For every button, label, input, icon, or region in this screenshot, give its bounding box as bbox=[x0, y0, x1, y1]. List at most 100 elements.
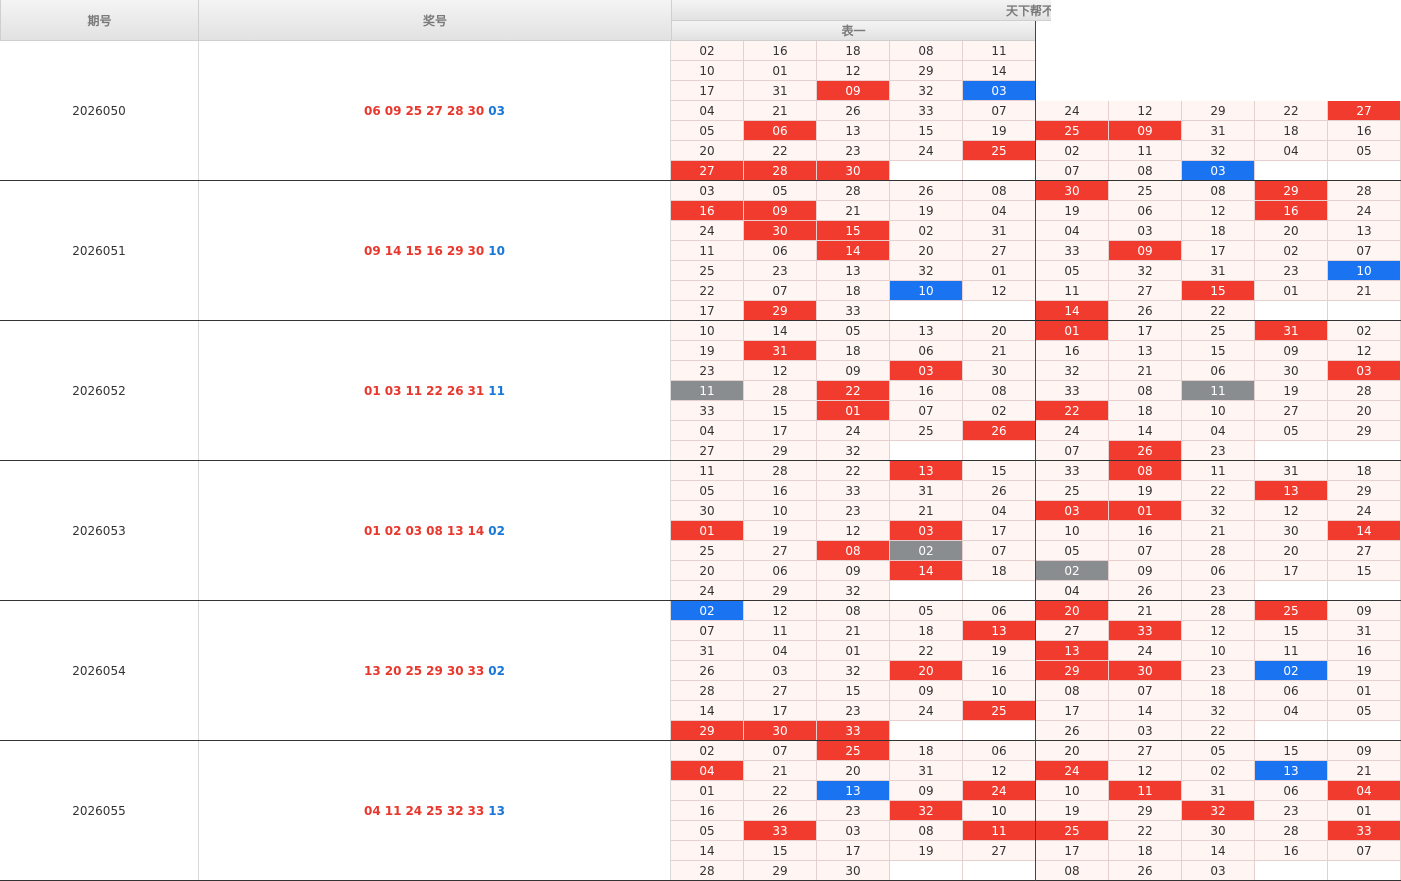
table2-cell: 33 bbox=[1328, 821, 1401, 841]
table2-cell: 27 bbox=[1036, 621, 1109, 641]
table2-cell bbox=[1255, 581, 1328, 601]
red-ball: 01 bbox=[364, 384, 381, 398]
table2-cell: 24 bbox=[1328, 501, 1401, 521]
table1-cell: 18 bbox=[890, 621, 963, 641]
table2-cell: 28 bbox=[1182, 601, 1255, 621]
table1-cell: 08 bbox=[963, 381, 1036, 401]
table2-cell: 32 bbox=[1036, 361, 1109, 381]
table1-cell: 30 bbox=[817, 861, 890, 881]
table1-cell: 22 bbox=[817, 461, 890, 481]
table1-cell: 09 bbox=[817, 81, 890, 101]
table1-cell: 20 bbox=[890, 661, 963, 681]
table2-cell: 14 bbox=[1036, 301, 1109, 321]
blue-ball: 11 bbox=[488, 384, 505, 398]
table1-cell: 10 bbox=[963, 681, 1036, 701]
red-ball: 30 bbox=[467, 244, 485, 258]
table2-cell: 33 bbox=[1036, 461, 1109, 481]
table2-cell: 30 bbox=[1109, 661, 1182, 681]
table1-cell bbox=[963, 581, 1036, 601]
blue-ball: 10 bbox=[488, 244, 505, 258]
table2-cell: 08 bbox=[1036, 681, 1109, 701]
table2-cell: 30 bbox=[1255, 361, 1328, 381]
table1-cell bbox=[890, 161, 963, 181]
table2-cell: 09 bbox=[1255, 341, 1328, 361]
table2-cell: 29 bbox=[1036, 661, 1109, 681]
table2-cell: 10 bbox=[1182, 401, 1255, 421]
table1-cell: 32 bbox=[890, 801, 963, 821]
table2-cell: 15 bbox=[1182, 281, 1255, 301]
table2-cell: 13 bbox=[1255, 761, 1328, 781]
table1-cell: 30 bbox=[963, 361, 1036, 381]
table1-cell: 13 bbox=[817, 121, 890, 141]
table2-cell: 08 bbox=[1182, 181, 1255, 201]
table2-cell: 28 bbox=[1328, 381, 1401, 401]
period-cell: 2026050 bbox=[0, 41, 199, 181]
table1-cell: 08 bbox=[817, 541, 890, 561]
table1-cell: 19 bbox=[890, 841, 963, 861]
red-ball: 04 bbox=[364, 804, 381, 818]
table2-cell: 09 bbox=[1109, 121, 1182, 141]
table2-cell: 29 bbox=[1109, 801, 1182, 821]
table1-cell: 17 bbox=[817, 841, 890, 861]
header-number[interactable]: 奖号 bbox=[198, 0, 672, 41]
table1-cell: 27 bbox=[671, 441, 744, 461]
red-ball: 33 bbox=[467, 804, 485, 818]
table1-cell: 29 bbox=[744, 301, 817, 321]
table1-cell: 21 bbox=[963, 341, 1036, 361]
red-ball: 25 bbox=[405, 664, 423, 678]
table1-cell: 27 bbox=[671, 161, 744, 181]
table1-cell: 33 bbox=[744, 821, 817, 841]
table1-cell: 17 bbox=[671, 301, 744, 321]
header-period[interactable]: 期号 bbox=[0, 0, 199, 41]
table2-cell: 30 bbox=[1036, 181, 1109, 201]
table2-cell: 22 bbox=[1255, 101, 1328, 121]
row-separator bbox=[0, 600, 1401, 601]
table1-cell: 10 bbox=[963, 801, 1036, 821]
table2-cell: 19 bbox=[1036, 801, 1109, 821]
table1-cell: 18 bbox=[817, 341, 890, 361]
table1-cell: 22 bbox=[671, 281, 744, 301]
table1-cell: 23 bbox=[817, 701, 890, 721]
table1-cell: 18 bbox=[890, 741, 963, 761]
table1-cell: 02 bbox=[890, 541, 963, 561]
table2-cell: 15 bbox=[1255, 741, 1328, 761]
row-separator bbox=[0, 740, 1401, 741]
table1-cell: 26 bbox=[671, 661, 744, 681]
table1-cell: 23 bbox=[671, 361, 744, 381]
table1-cell: 04 bbox=[671, 101, 744, 121]
table2-cell bbox=[1328, 861, 1401, 881]
table2-cell: 01 bbox=[1328, 801, 1401, 821]
table2-cell: 21 bbox=[1109, 361, 1182, 381]
table1-cell: 21 bbox=[817, 621, 890, 641]
table1-cell: 26 bbox=[963, 421, 1036, 441]
table1-cell: 20 bbox=[671, 141, 744, 161]
table1-cell: 15 bbox=[744, 401, 817, 421]
table1-cell: 24 bbox=[671, 581, 744, 601]
row-separator bbox=[0, 180, 1401, 181]
table2-cell: 07 bbox=[1328, 841, 1401, 861]
period-cell: 2026053 bbox=[0, 461, 199, 601]
table1-cell: 19 bbox=[963, 641, 1036, 661]
table2-cell: 18 bbox=[1255, 121, 1328, 141]
table2-cell: 05 bbox=[1328, 701, 1401, 721]
table1-cell: 25 bbox=[963, 701, 1036, 721]
red-ball: 16 bbox=[426, 244, 443, 258]
table2-cell: 32 bbox=[1109, 261, 1182, 281]
table1-cell: 20 bbox=[963, 321, 1036, 341]
red-ball: 32 bbox=[446, 804, 464, 818]
table1-cell: 31 bbox=[890, 761, 963, 781]
table2-cell: 30 bbox=[1255, 521, 1328, 541]
table2-cell: 20 bbox=[1255, 541, 1328, 561]
table2-cell: 23 bbox=[1255, 801, 1328, 821]
table1-cell: 14 bbox=[744, 321, 817, 341]
table2-cell: 27 bbox=[1109, 281, 1182, 301]
table1-cell: 06 bbox=[744, 561, 817, 581]
table2-cell: 21 bbox=[1182, 521, 1255, 541]
table2-cell: 06 bbox=[1109, 201, 1182, 221]
table2-cell: 16 bbox=[1255, 841, 1328, 861]
table1-cell: 05 bbox=[671, 481, 744, 501]
red-ball: 14 bbox=[384, 244, 402, 258]
table1-cell: 16 bbox=[744, 41, 817, 61]
red-ball: 03 bbox=[384, 384, 402, 398]
table2-cell: 14 bbox=[1109, 421, 1182, 441]
